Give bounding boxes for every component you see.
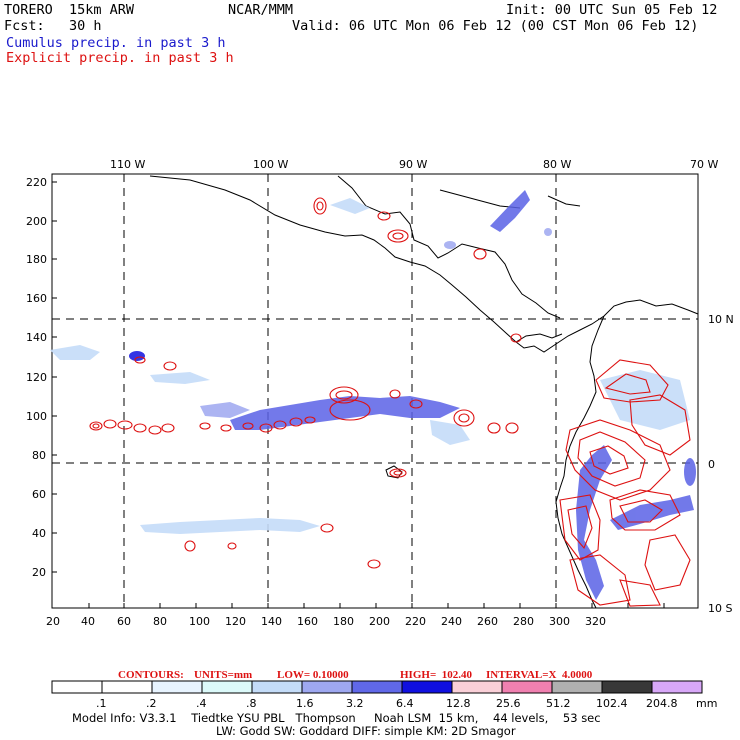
legend-swatch-0 xyxy=(51,680,103,694)
x-tick-240: 240 xyxy=(441,615,462,628)
lon-label-80w: 80 W xyxy=(543,158,572,171)
cell-west xyxy=(129,351,145,361)
itcz-band-west xyxy=(200,402,250,418)
x-tick-320: 320 xyxy=(585,615,606,628)
model-info: Model Info: V3.3.1 Tiedtke YSU PBL Thomp… xyxy=(72,711,601,725)
andes-band xyxy=(576,445,612,600)
x-tick-200: 200 xyxy=(369,615,390,628)
lat-label-10n: 10 N xyxy=(708,313,734,326)
contours-high: HIGH= 102.40 xyxy=(400,669,472,681)
init-time: Init: 00 UTC Sun 05 Feb 12 xyxy=(506,2,718,18)
cell-east xyxy=(544,228,552,236)
legend-label-6: 6.4 xyxy=(396,697,414,710)
cumulus-precip xyxy=(129,190,696,600)
x-tick-300: 300 xyxy=(549,615,570,628)
colombia-coast xyxy=(603,299,699,317)
panama-isthmus xyxy=(515,333,563,343)
legend-label-8: 25.6 xyxy=(496,697,521,710)
mexico-coast xyxy=(149,175,517,343)
x-tick-80: 80 xyxy=(153,615,167,628)
caribbean-band xyxy=(490,190,530,232)
legend-unit: mm xyxy=(696,697,718,710)
explicit-precip xyxy=(89,197,691,607)
y-tick-180: 180 xyxy=(26,253,47,266)
legend-swatch-11 xyxy=(601,680,653,694)
yucatan-gulf-coast xyxy=(337,175,561,319)
x-tick-280: 280 xyxy=(513,615,534,628)
contours-label: CONTOURS: xyxy=(118,669,184,681)
legend-label-4: 1.6 xyxy=(296,697,314,710)
contours-interval: INTERVAL=X 4.0000 xyxy=(486,669,593,681)
y-tick-200: 200 xyxy=(26,215,47,228)
org-label: NCAR/MMM xyxy=(228,2,294,18)
forecast-hour: Fcst: 30 h xyxy=(4,18,102,34)
legend-label-5: 3.2 xyxy=(346,697,364,710)
lat-lon-grid xyxy=(52,174,698,608)
south-america-west-coast xyxy=(555,315,605,609)
y-tick-220: 220 xyxy=(26,176,47,189)
legend-label-2: .4 xyxy=(196,697,207,710)
y-tick-60: 60 xyxy=(32,488,46,501)
lon-label-110w: 110 W xyxy=(110,158,146,171)
x-tick-260: 260 xyxy=(477,615,498,628)
y-tick-160: 160 xyxy=(26,292,47,305)
legend-label-0: .1 xyxy=(96,697,107,710)
y-tick-100: 100 xyxy=(26,410,47,423)
x-tick-220: 220 xyxy=(405,615,426,628)
legend-label-9: 51.2 xyxy=(546,697,571,710)
legend-label-1: .2 xyxy=(146,697,157,710)
model-title: TORERO 15km ARW xyxy=(4,2,135,18)
legend-label-10: 102.4 xyxy=(596,697,628,710)
map-frame xyxy=(51,173,699,609)
legend-label-7: 12.8 xyxy=(446,697,471,710)
x-tick-100: 100 xyxy=(189,615,210,628)
y-tick-120: 120 xyxy=(26,371,47,384)
y-tick-80: 80 xyxy=(32,449,46,462)
y-tick-140: 140 xyxy=(26,331,47,344)
x-tick-120: 120 xyxy=(225,615,246,628)
lat-label-10s: 10 S xyxy=(708,602,733,615)
valid-time: Valid: 06 UTC Mon 06 Feb 12 (00 CST Mon … xyxy=(292,18,699,34)
contours-low: LOW= 0.10000 xyxy=(277,669,349,681)
ticks xyxy=(52,181,665,608)
legend-label-11: 204.8 xyxy=(646,697,678,710)
x-tick-20: 20 xyxy=(46,615,60,628)
legend-label-3: .8 xyxy=(246,697,257,710)
lon-label-90w: 90 W xyxy=(399,158,428,171)
cell-far-east xyxy=(684,458,696,486)
lon-label-100w: 100 W xyxy=(253,158,289,171)
amazon-band xyxy=(610,495,694,530)
itcz-band xyxy=(230,396,460,430)
caribbean-islands xyxy=(547,195,581,207)
legend-swatch-12 xyxy=(651,680,703,694)
legend-bar xyxy=(51,680,703,694)
lat-label-0: 0 xyxy=(708,458,715,471)
x-tick-160: 160 xyxy=(297,615,318,628)
physics-info: LW: Godd SW: Goddard DIFF: simple KM: 2D… xyxy=(216,724,516,738)
explicit-caption: Explicit precip. in past 3 h xyxy=(6,50,234,66)
x-tick-40: 40 xyxy=(81,615,95,628)
x-tick-140: 140 xyxy=(261,615,282,628)
cell-guatemala xyxy=(444,241,456,249)
x-tick-60: 60 xyxy=(117,615,131,628)
y-tick-40: 40 xyxy=(32,527,46,540)
legend-swatch-6 xyxy=(351,680,403,694)
y-tick-20: 20 xyxy=(32,566,46,579)
cumulus-caption: Cumulus precip. in past 3 h xyxy=(6,35,226,51)
lon-label-70w: 70 W xyxy=(690,158,719,171)
contours-units: UNITS=mm xyxy=(194,669,253,681)
x-tick-180: 180 xyxy=(333,615,354,628)
